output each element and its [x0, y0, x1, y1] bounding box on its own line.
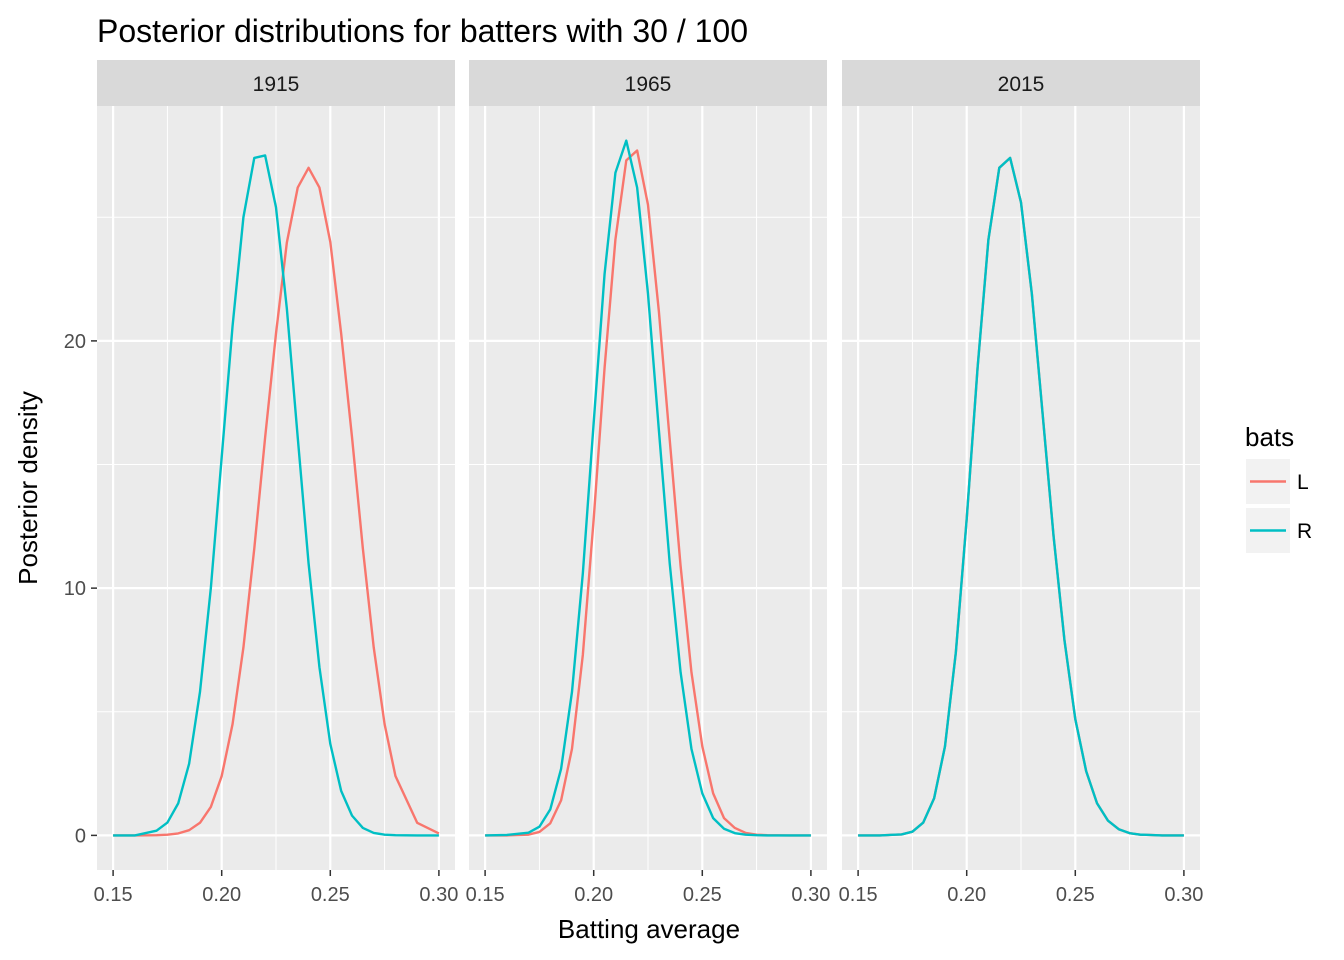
x-axis-title: Batting average	[558, 914, 740, 944]
facet-panel-1915: 1915 0.15 0.20 0.25 0.30	[94, 60, 458, 906]
x-tick-label: 0.25	[311, 884, 350, 906]
density-curve-R	[858, 156, 1184, 837]
y-tick-label: 0	[75, 825, 86, 847]
density-curve-L	[485, 149, 811, 837]
x-tick-label: 0.20	[574, 884, 613, 906]
legend-label-L: L	[1297, 471, 1309, 494]
y-tick-label: 20	[64, 331, 86, 353]
y-axis: 0 10 20	[64, 331, 97, 847]
x-tick-label: 0.25	[1056, 884, 1095, 906]
facet-panel-1965: 1965 0.15 0.20 0.25 0.30	[466, 60, 830, 906]
x-tick-label: 0.20	[947, 884, 986, 906]
chart-title: Posterior distributions for batters with…	[97, 13, 748, 49]
x-tick-label: 0.20	[202, 884, 241, 906]
x-tick-label: 0.30	[419, 884, 458, 906]
facet-strip-label: 1915	[253, 73, 300, 96]
facet-strip-label: 1965	[625, 73, 672, 96]
y-tick-label: 10	[64, 578, 86, 600]
density-curve-R	[485, 139, 811, 837]
facet-panel-2015: 2015 0.15 0.20 0.25 0.30	[839, 60, 1203, 906]
x-tick-label: 0.30	[791, 884, 830, 906]
facet-strip	[469, 60, 827, 106]
facet-strip-label: 2015	[998, 73, 1045, 96]
x-tick-label: 0.30	[1164, 884, 1203, 906]
x-tick-label: 0.15	[839, 884, 878, 906]
facet-strip	[842, 60, 1200, 106]
density-curve-L	[113, 166, 440, 837]
legend-title: bats	[1245, 422, 1294, 452]
density-curve-R	[113, 154, 439, 837]
panels: 1915 0.15 0.20 0.25 0.30 1965 0.15 0.20 0.25 0.30…	[94, 60, 1203, 906]
x-tick-label: 0.15	[94, 884, 133, 906]
legend-label-R: R	[1297, 520, 1312, 543]
facet-strip	[97, 60, 455, 106]
legend: bats L R	[1245, 422, 1312, 553]
x-tick-label: 0.25	[683, 884, 722, 906]
x-tick-label: 0.15	[466, 884, 505, 906]
y-axis-title: Posterior density	[13, 391, 43, 585]
